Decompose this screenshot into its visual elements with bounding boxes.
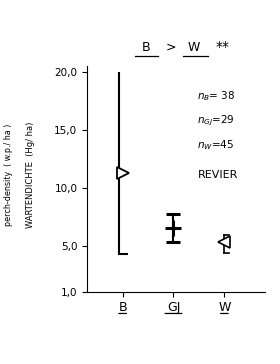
Text: $n_W$=45: $n_W$=45: [197, 138, 234, 152]
Text: W: W: [218, 301, 230, 314]
Text: $n_{GJ}$=29: $n_{GJ}$=29: [197, 113, 235, 128]
Text: B: B: [118, 301, 127, 314]
Text: WARTENDICHTE  (Hg/ ha): WARTENDICHTE (Hg/ ha): [26, 122, 35, 228]
Text: W: W: [188, 41, 200, 54]
Text: perch-density  ( w.p./ ha ): perch-density ( w.p./ ha ): [4, 123, 13, 226]
Text: REVIER: REVIER: [197, 170, 238, 179]
Text: B: B: [141, 41, 150, 54]
Text: >: >: [165, 41, 176, 54]
Text: **: **: [215, 40, 229, 54]
Text: GJ: GJ: [167, 301, 180, 314]
Text: $n_B$= 38: $n_B$= 38: [197, 89, 236, 103]
